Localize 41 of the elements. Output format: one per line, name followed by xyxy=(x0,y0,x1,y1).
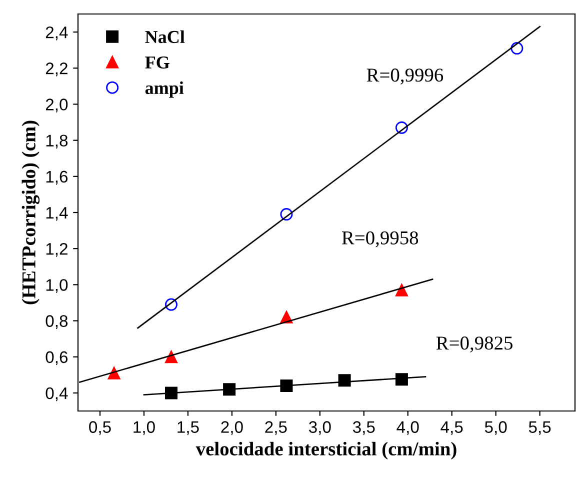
x-tick-label: 1,0 xyxy=(134,421,155,435)
y-tick-label: 1,4 xyxy=(46,207,68,221)
y-tick-label: 2,4 xyxy=(46,26,68,40)
y-tick-label: 0,6 xyxy=(46,351,68,366)
y-tick-label: 0,8 xyxy=(46,315,68,329)
point xyxy=(164,386,178,400)
x-tick-label: 4,5 xyxy=(440,421,463,435)
x-tick-label: 3,5 xyxy=(352,421,375,435)
x-tick-label: 2,0 xyxy=(221,421,243,435)
y-axis-title: (HETPcorrigido) (cm) xyxy=(22,120,40,304)
point xyxy=(164,350,178,364)
point xyxy=(223,383,236,396)
x-axis-title: velocidade intersticial (cm/min) xyxy=(196,442,456,460)
legend-label: NaCl xyxy=(145,30,185,44)
annotation: R=0,9958 xyxy=(342,231,418,248)
x-tick-label: 3,0 xyxy=(308,421,331,435)
y-tick-label: 2,2 xyxy=(46,62,68,76)
x-tick-label: 4,0 xyxy=(396,421,419,435)
point xyxy=(280,208,293,221)
annotation: R=0,9996 xyxy=(366,68,444,84)
point xyxy=(510,42,524,55)
point xyxy=(395,373,408,386)
y-tick-label: 1,0 xyxy=(46,279,68,293)
point xyxy=(280,379,293,392)
y-tick-label: 0,4 xyxy=(46,387,68,402)
annotation: R=0,9825 xyxy=(436,336,512,352)
x-tick-label: 5,5 xyxy=(528,421,551,435)
y-tick-label: 1,8 xyxy=(46,134,68,148)
point xyxy=(338,374,351,387)
y-tick-label: 1,2 xyxy=(46,242,68,257)
legend-label: FG xyxy=(145,56,170,69)
legend-label: ampi xyxy=(145,81,184,98)
point xyxy=(164,298,178,311)
y-tick-label: 2,0 xyxy=(46,98,68,112)
x-tick-label: 5,0 xyxy=(484,421,507,435)
x-tick-label: 0,5 xyxy=(89,421,111,435)
point xyxy=(395,284,408,296)
x-tick-label: 2,5 xyxy=(265,421,287,435)
x-tick-label: 1,5 xyxy=(178,421,199,435)
y-tick-label: 1,6 xyxy=(46,170,68,185)
point xyxy=(395,121,408,134)
